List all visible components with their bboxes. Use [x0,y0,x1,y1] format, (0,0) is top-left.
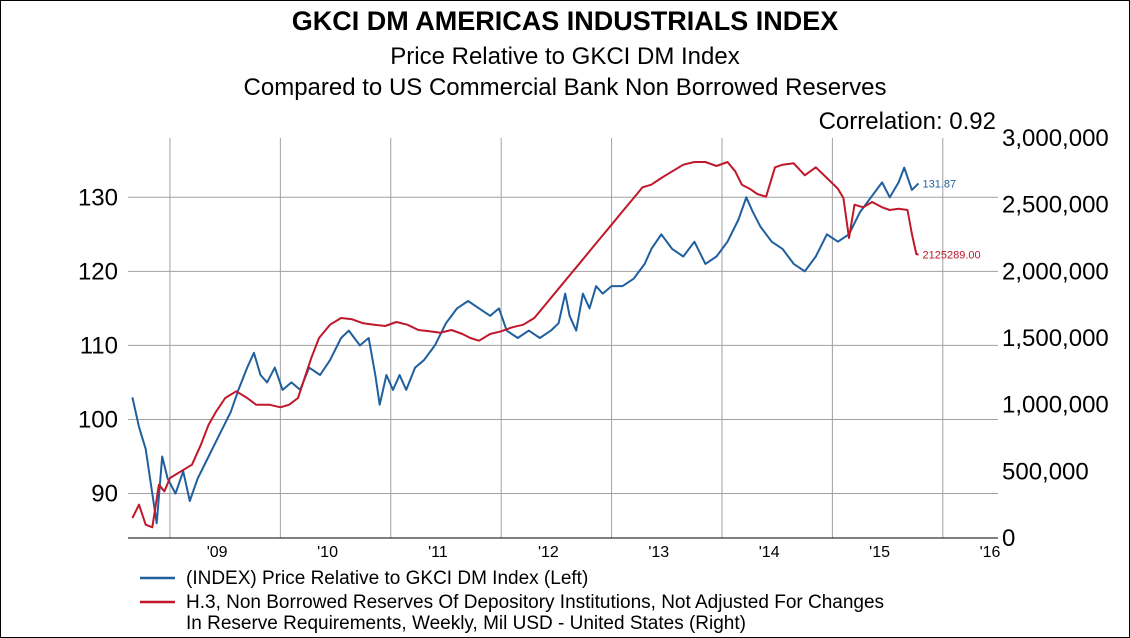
left-axis-tick-label: 100 [78,406,118,433]
right-axis-tick-label: 2,500,000 [1002,192,1109,219]
x-tick-label: '16 [980,544,1001,561]
left-axis-tick-label: 90 [91,481,118,508]
end-value-label-index: 131.87 [923,178,957,190]
legend-label-reserves-line2: In Reserve Requirements, Weekly, Mil USD… [186,613,746,634]
left-axis-tick-label: 110 [80,332,118,359]
left-axis-tick-label: 120 [78,258,118,285]
right-axis-tick-label: 0 [1002,525,1015,552]
x-tick-label: '12 [538,544,559,561]
left-axis-tick-label: 130 [78,184,118,211]
chart-subtitle-1: Price Relative to GKCI DM Index [390,43,740,70]
chart-title: GKCI DM AMERICAS INDUSTRIALS INDEX [291,6,839,36]
right-axis-tick-label: 3,000,000 [1002,125,1109,152]
right-axis-tick-label: 500,000 [1002,458,1089,485]
x-tick-label: '11 [428,544,448,561]
x-tick-label: '13 [648,544,669,561]
tick-labels: '09 '10 '11 '12 '13 '14 '15 '16 90 100 110 120 130 0 5… [78,125,1109,561]
legend-label-reserves-line1: H.3, Non Borrowed Reserves Of Depository… [186,592,884,613]
x-tick-label: '14 [759,544,780,561]
right-axis-tick-label: 2,000,000 [1002,258,1109,285]
chart-subtitle-2: Compared to US Commercial Bank Non Borro… [243,74,887,101]
legend-label-index: (INDEX) Price Relative to GKCI DM Index … [186,568,588,589]
x-tick-label: '10 [317,544,338,561]
x-tick-label: '15 [869,544,890,561]
right-axis-tick-label: 1,500,000 [1002,325,1109,352]
series-line-index [131,166,920,525]
series-line-reserves [131,161,919,529]
legend: (INDEX) Price Relative to GKCI DM Index … [140,568,884,634]
grid-lines [128,138,998,538]
x-tick-label: '09 [207,544,228,561]
correlation-label: Correlation: 0.92 [818,108,996,135]
end-value-label-reserves: 2125289.00 [923,250,981,262]
right-axis-tick-label: 1,000,000 [1002,392,1109,419]
series-lines [131,161,920,529]
